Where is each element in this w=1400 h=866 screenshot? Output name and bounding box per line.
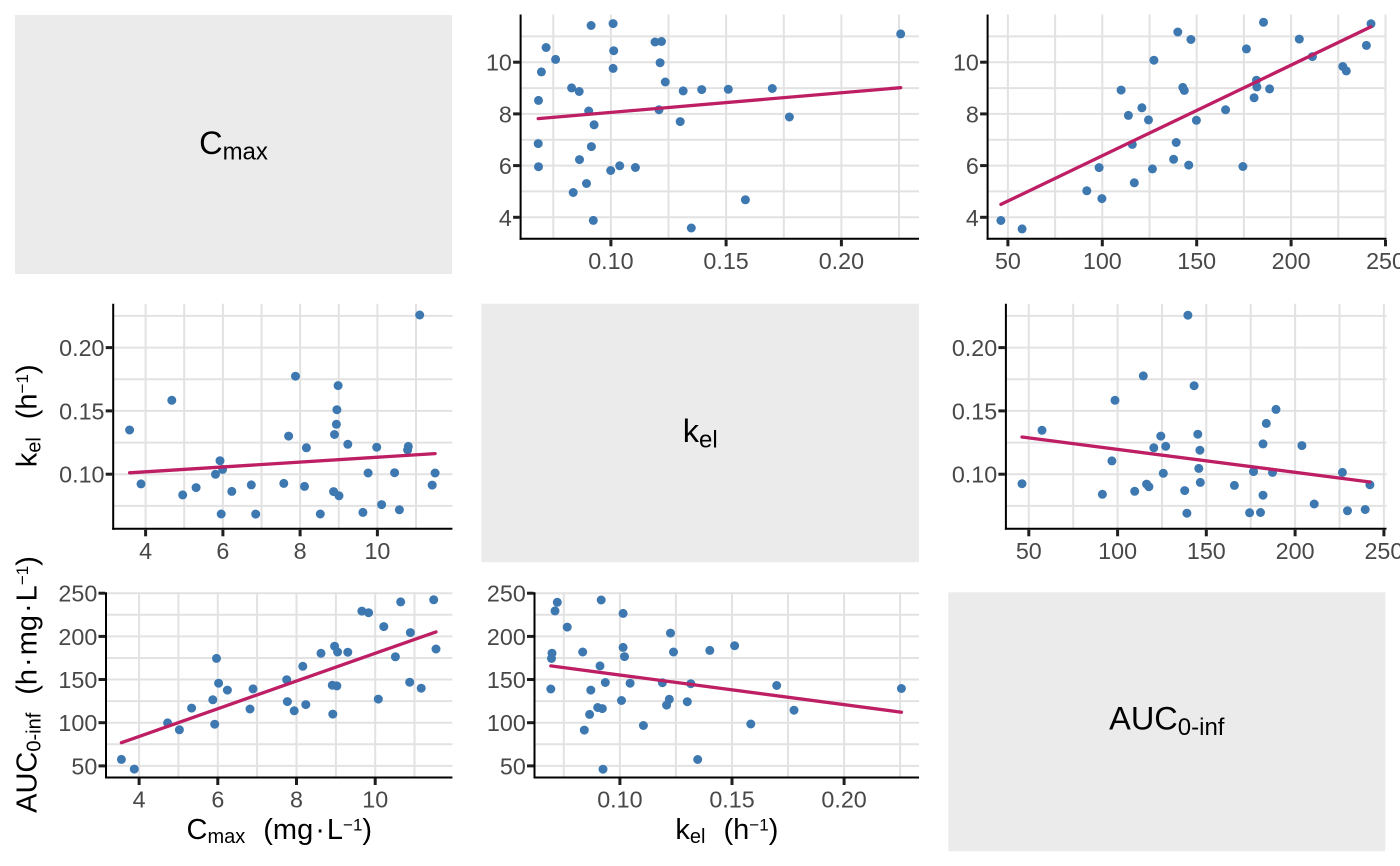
svg-text:0.10: 0.10 <box>588 248 633 274</box>
svg-text:150: 150 <box>1187 538 1226 564</box>
svg-text:0.20: 0.20 <box>952 335 997 361</box>
svg-text:200: 200 <box>1276 538 1315 564</box>
svg-text:4: 4 <box>133 787 146 813</box>
svg-text:50: 50 <box>71 753 97 779</box>
svg-text:150: 150 <box>1177 248 1216 274</box>
svg-text:0.10: 0.10 <box>597 787 642 813</box>
svg-text:kel(h−1): kel(h−1) <box>11 364 45 467</box>
svg-text:6: 6 <box>966 153 979 179</box>
svg-text:100: 100 <box>58 710 97 736</box>
svg-text:4: 4 <box>499 205 512 231</box>
svg-text:0.15: 0.15 <box>59 398 104 424</box>
svg-text:6: 6 <box>499 153 512 179</box>
svg-text:0.20: 0.20 <box>819 248 864 274</box>
svg-text:100: 100 <box>1083 248 1122 274</box>
svg-text:200: 200 <box>487 624 526 650</box>
svg-text:8: 8 <box>499 101 512 127</box>
svg-text:0.10: 0.10 <box>59 462 104 488</box>
svg-text:0.15: 0.15 <box>703 248 748 274</box>
svg-text:250: 250 <box>58 581 97 607</box>
svg-text:250: 250 <box>1366 248 1400 274</box>
svg-text:150: 150 <box>487 667 526 693</box>
svg-text:10: 10 <box>486 50 512 76</box>
svg-text:Cmax(mg·L−1): Cmax (mg·L−1) <box>187 814 373 848</box>
svg-text:50: 50 <box>995 248 1021 274</box>
svg-text:4: 4 <box>139 538 152 564</box>
svg-text:0.15: 0.15 <box>952 398 997 424</box>
svg-text:8: 8 <box>294 538 307 564</box>
svg-text:kel(h−1): kel(h−1) <box>675 814 778 848</box>
svg-text:250: 250 <box>487 581 526 607</box>
svg-text:4: 4 <box>966 205 979 231</box>
svg-text:6: 6 <box>211 787 224 813</box>
svg-text:0.10: 0.10 <box>952 462 997 488</box>
svg-text:0.15: 0.15 <box>709 787 754 813</box>
svg-text:AUC0-inf(h·mg·L−1): AUC0-inf(h·mg·L−1) <box>11 556 45 813</box>
svg-text:0.20: 0.20 <box>821 787 866 813</box>
svg-text:50: 50 <box>1016 538 1042 564</box>
svg-text:150: 150 <box>58 667 97 693</box>
svg-text:8: 8 <box>966 101 979 127</box>
svg-text:200: 200 <box>58 624 97 650</box>
svg-text:100: 100 <box>1098 538 1137 564</box>
svg-text:6: 6 <box>216 538 229 564</box>
svg-text:10: 10 <box>362 787 388 813</box>
svg-text:10: 10 <box>953 50 979 76</box>
svg-text:50: 50 <box>500 753 526 779</box>
svg-text:10: 10 <box>364 538 390 564</box>
svg-text:8: 8 <box>290 787 303 813</box>
svg-text:250: 250 <box>1364 538 1400 564</box>
svg-text:0.20: 0.20 <box>59 335 104 361</box>
svg-text:100: 100 <box>487 710 526 736</box>
svg-text:200: 200 <box>1272 248 1311 274</box>
